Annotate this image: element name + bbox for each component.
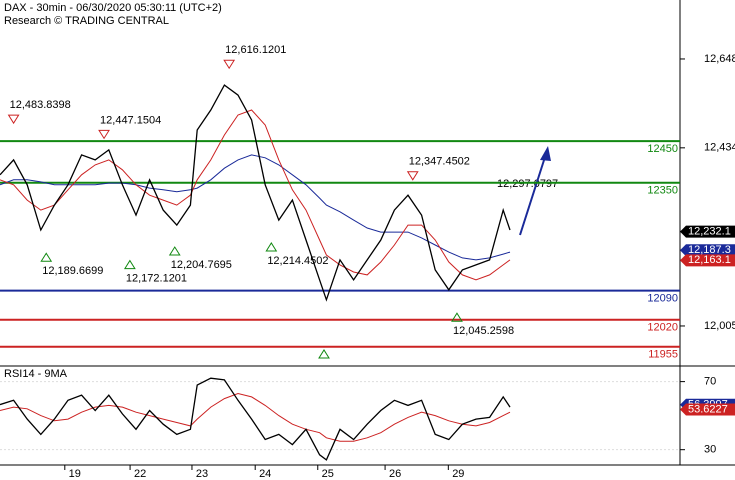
level-label: 12090 (647, 293, 678, 305)
target-label: 12,297.0797 (497, 178, 558, 190)
signal-label: 12,347.4502 (409, 156, 470, 168)
signal-marker (168, 246, 181, 256)
y-tick-label: 12,005 (704, 320, 735, 332)
signal-marker (123, 259, 136, 270)
series-line (0, 392, 511, 442)
forecast-arrow (519, 156, 546, 236)
price-tag-label: 12,163.1 (688, 254, 731, 266)
signal-marker (406, 171, 419, 181)
x-tick-label: 19 (69, 468, 81, 480)
level-label: 12020 (647, 322, 678, 334)
rsi-title: RSI14 - 9MA (4, 368, 68, 380)
chart-title: DAX - 30min - 06/30/2020 05:30:11 (UTC+2… (4, 2, 222, 14)
signal-label: 12,045.2598 (453, 325, 514, 337)
price-tag-label: 12,232.1 (688, 226, 731, 238)
signal-marker (451, 312, 463, 322)
signal-label: 12,483.8398 (10, 99, 71, 111)
signal-label: 12,172.1201 (126, 272, 187, 284)
signal-marker (265, 242, 278, 252)
x-tick-label: 24 (259, 468, 271, 480)
price-tag (680, 225, 735, 238)
y-tick-label: 12,434 (704, 142, 735, 154)
x-tick-label: 25 (322, 468, 334, 480)
signal-label: 12,616.1201 (225, 44, 286, 56)
series-line (0, 109, 511, 281)
y-tick-label: 30 (704, 444, 716, 456)
y-tick-label: 12,648 (704, 53, 735, 65)
low-marker (318, 349, 330, 359)
series-line (0, 377, 511, 461)
price-tag (680, 254, 735, 267)
signal-label: 12,204.7695 (171, 259, 232, 271)
signal-marker (223, 59, 236, 70)
series-line (0, 84, 511, 302)
level-label: 12350 (647, 185, 678, 197)
signal-label: 12,214.4502 (267, 255, 328, 267)
price-tag (680, 244, 735, 257)
chart-subtitle: Research © TRADING CENTRAL (4, 15, 169, 27)
level-label: 11955 (648, 349, 678, 361)
price-tag-label: 12,187.3 (688, 244, 731, 256)
y-tick-label: 70 (704, 376, 716, 388)
signal-marker (40, 252, 53, 262)
signal-label: 12,447.1504 (100, 114, 161, 126)
x-tick-label: 26 (389, 468, 401, 480)
signal-label: 12,189.6699 (42, 265, 103, 277)
price-tag (680, 403, 735, 416)
signal-marker (98, 129, 110, 140)
signal-marker (7, 114, 20, 125)
arrow-head (540, 146, 551, 161)
x-tick-label: 22 (134, 468, 146, 480)
x-tick-label: 23 (196, 468, 208, 480)
level-label: 12450 (647, 143, 678, 155)
price-tag-label: 53.6227 (688, 403, 728, 415)
x-tick-label: 29 (452, 468, 464, 480)
